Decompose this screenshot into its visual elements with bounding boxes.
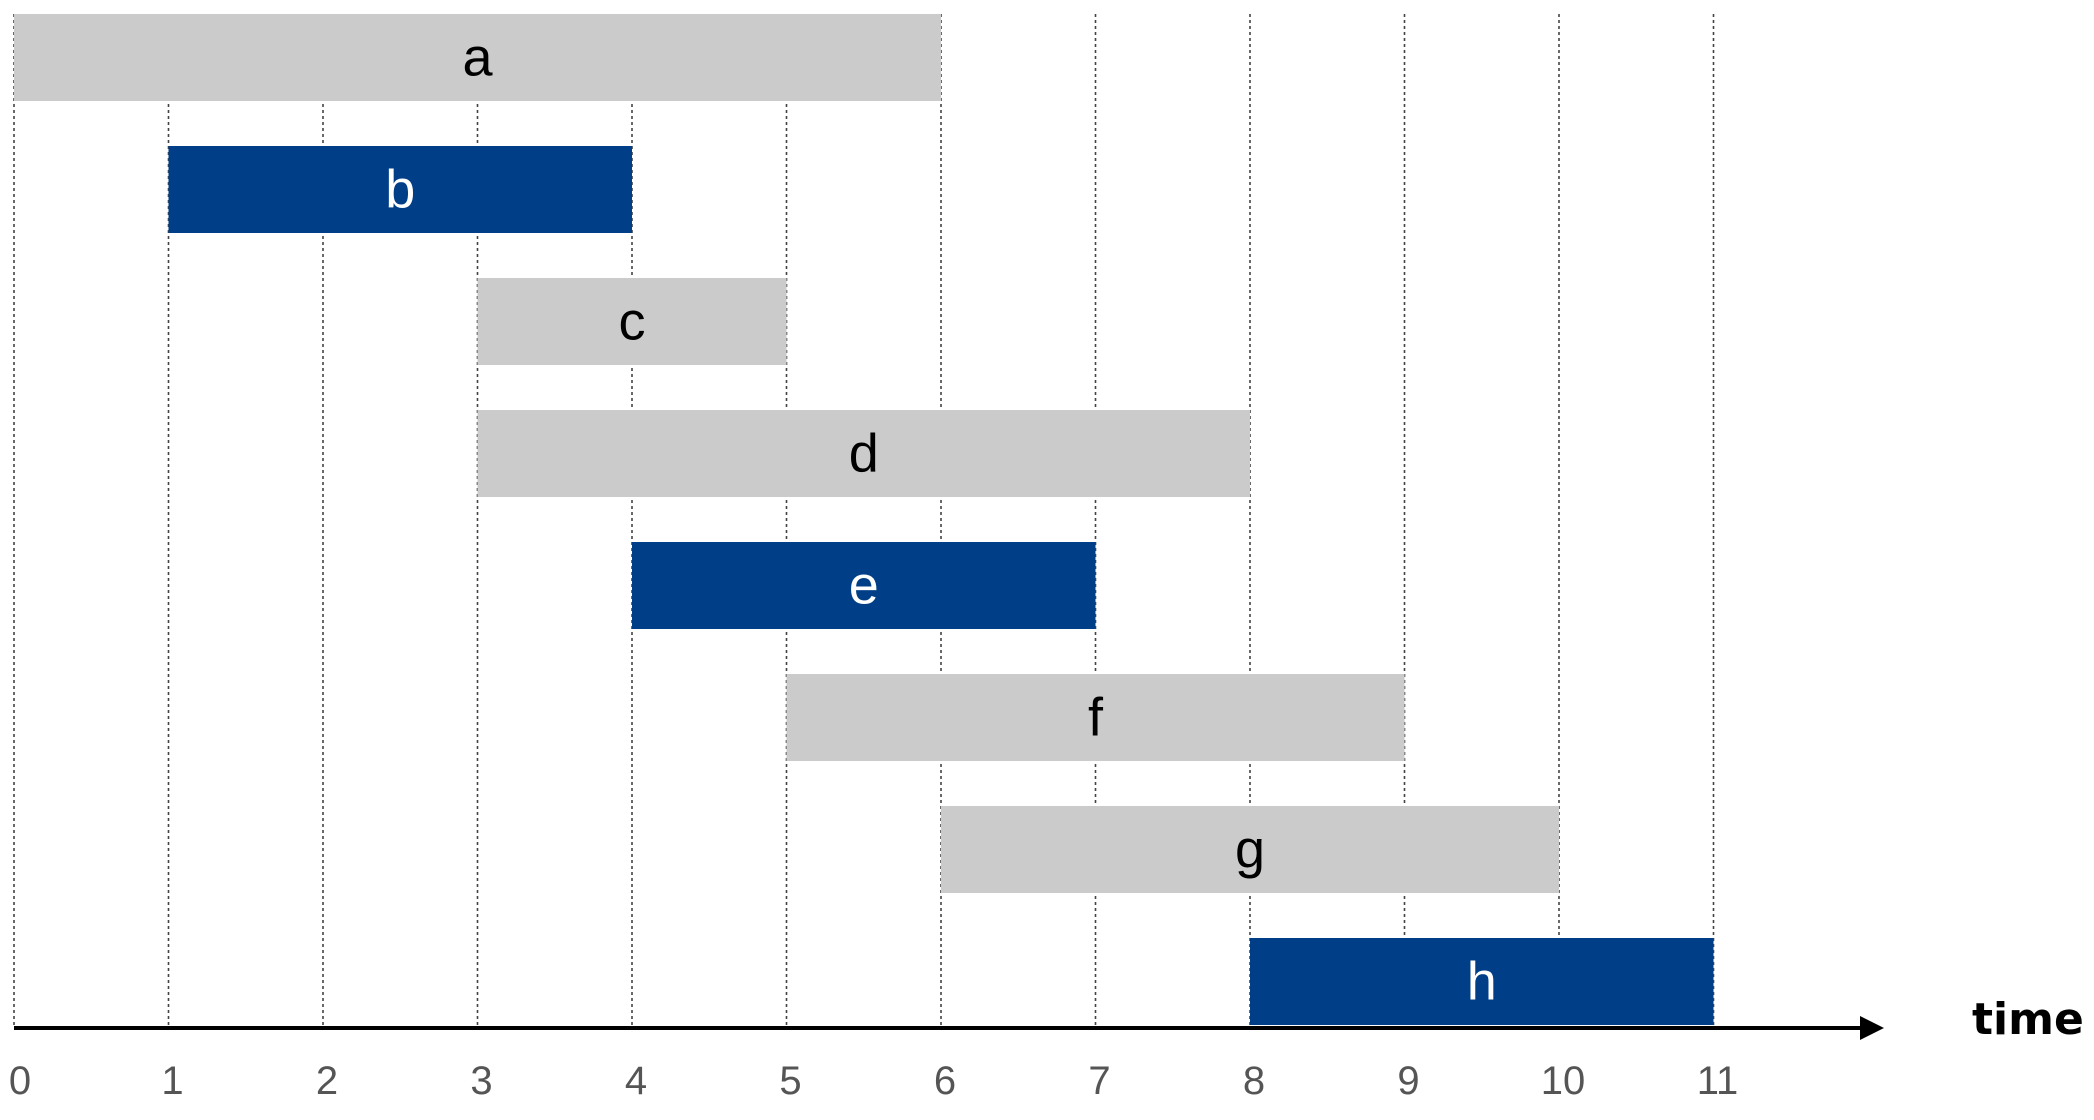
- tick-label-8: 8: [1243, 1059, 1265, 1103]
- interval-bar-g: [941, 806, 1559, 893]
- tick-label-0: 0: [9, 1059, 31, 1103]
- interval-label-a: a: [462, 28, 493, 88]
- interval-f: f: [786, 674, 1405, 761]
- interval-bar-b: [168, 146, 632, 233]
- interval-h: h: [1250, 938, 1714, 1025]
- interval-label-g: g: [1235, 820, 1265, 880]
- time-axis-arrow-icon: [1860, 1016, 1884, 1040]
- time-axis-ticks: 0 1 2 3 4 5 6 7 8 9 10 11: [9, 1059, 1738, 1103]
- interval-label-h: h: [1467, 952, 1497, 1012]
- interval-bar-e: [632, 542, 1096, 629]
- interval-bar-d: [477, 410, 1250, 497]
- interval-label-e: e: [849, 556, 879, 616]
- interval-label-b: b: [385, 160, 415, 220]
- interval-label-d: d: [849, 424, 879, 484]
- interval-e: e: [632, 542, 1096, 629]
- tick-label-1: 1: [161, 1059, 183, 1103]
- tick-label-4: 4: [625, 1059, 647, 1103]
- interval-a: a: [14, 14, 941, 101]
- interval-b: b: [168, 146, 632, 233]
- interval-label-c: c: [619, 292, 646, 352]
- interval-d: d: [477, 410, 1250, 497]
- interval-bar-f: [786, 674, 1405, 761]
- interval-label-f: f: [1088, 688, 1104, 748]
- tick-label-5: 5: [779, 1059, 801, 1103]
- tick-label-6: 6: [934, 1059, 956, 1103]
- tick-label-11: 11: [1697, 1059, 1739, 1103]
- interval-c: c: [477, 278, 787, 365]
- tick-label-10: 10: [1541, 1059, 1586, 1103]
- time-axis-title: time: [1972, 994, 2084, 1045]
- interval-g: g: [941, 806, 1559, 893]
- tick-label-2: 2: [316, 1059, 338, 1103]
- interval-bar-h: [1250, 938, 1714, 1025]
- interval-bar-c: [477, 278, 787, 365]
- tick-label-3: 3: [470, 1059, 492, 1103]
- time-axis: time: [14, 994, 2084, 1045]
- tick-label-9: 9: [1397, 1059, 1419, 1103]
- interval-bar-a: [14, 14, 941, 101]
- tick-label-7: 7: [1088, 1059, 1110, 1103]
- interval-bars: a b c d e f g h: [14, 14, 1714, 1025]
